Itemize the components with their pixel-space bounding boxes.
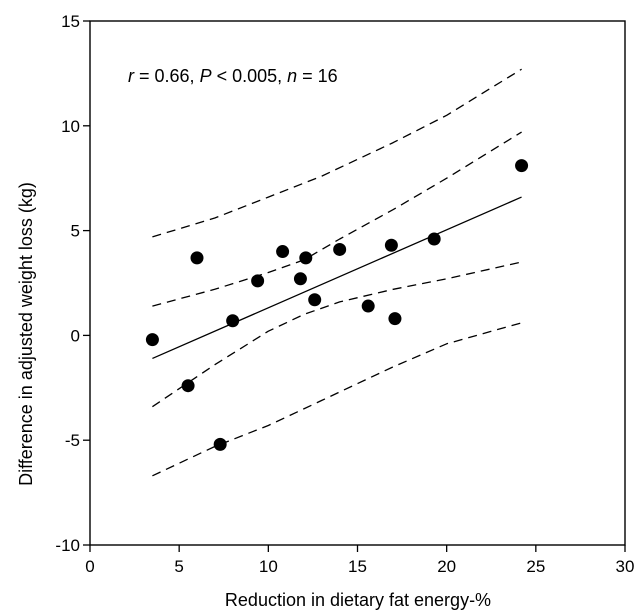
bands-layer (152, 68, 522, 477)
data-point (308, 293, 322, 307)
x-tick-label: 15 (348, 557, 367, 576)
data-point (145, 333, 159, 347)
x-tick-label: 25 (526, 557, 545, 576)
annotation-r-value: = 0.66, (134, 66, 200, 86)
y-tick-label: 10 (61, 117, 80, 136)
data-point (226, 314, 240, 328)
x-axis-ticks: 0 5 10 15 20 25 30 (85, 545, 634, 576)
data-point (181, 379, 195, 393)
annotation-r-symbol: r (128, 66, 135, 86)
y-tick-label: 5 (71, 222, 80, 241)
y-axis-title: Difference in adjusted weight loss (kg) (16, 182, 36, 486)
y-tick-label: 0 (71, 326, 80, 345)
x-tick-label: 20 (437, 557, 456, 576)
y-tick-label: -10 (55, 536, 80, 555)
data-point (515, 159, 529, 173)
annotation-n-symbol: n (287, 66, 297, 86)
points-layer (145, 159, 529, 451)
regression-line (152, 196, 522, 360)
x-axis-title: Reduction in dietary fat energy-% (225, 590, 491, 610)
y-axis-ticks: -10 -5 0 5 10 15 (55, 12, 90, 555)
confidence-band-lower (152, 261, 522, 408)
x-tick-label: 5 (174, 557, 183, 576)
x-tick-label: 30 (616, 557, 635, 576)
regression-layer (152, 196, 522, 360)
plot-frame (89, 20, 626, 546)
x-tick-label: 10 (259, 557, 278, 576)
annotation-n-value: = 16 (297, 66, 338, 86)
data-point (427, 232, 441, 246)
prediction-band-upper (152, 68, 522, 238)
y-tick-label: -5 (65, 431, 80, 450)
data-point (299, 251, 313, 265)
annotation-p-value: < 0.005, (212, 66, 288, 86)
data-point (190, 251, 204, 265)
confidence-band-upper (152, 131, 522, 307)
y-tick-label: 15 (61, 12, 80, 31)
annotation-text: r = 0.66, P < 0.005, n = 16 (128, 66, 338, 86)
data-point (333, 242, 347, 256)
data-point (251, 274, 265, 288)
data-point (361, 299, 375, 313)
data-point (384, 238, 398, 252)
data-point (276, 245, 290, 259)
annotation-p-symbol: P (200, 66, 212, 86)
data-point (213, 437, 227, 451)
prediction-band-lower (152, 322, 522, 477)
x-tick-label: 0 (85, 557, 94, 576)
data-point (388, 312, 402, 326)
data-point (293, 272, 307, 286)
